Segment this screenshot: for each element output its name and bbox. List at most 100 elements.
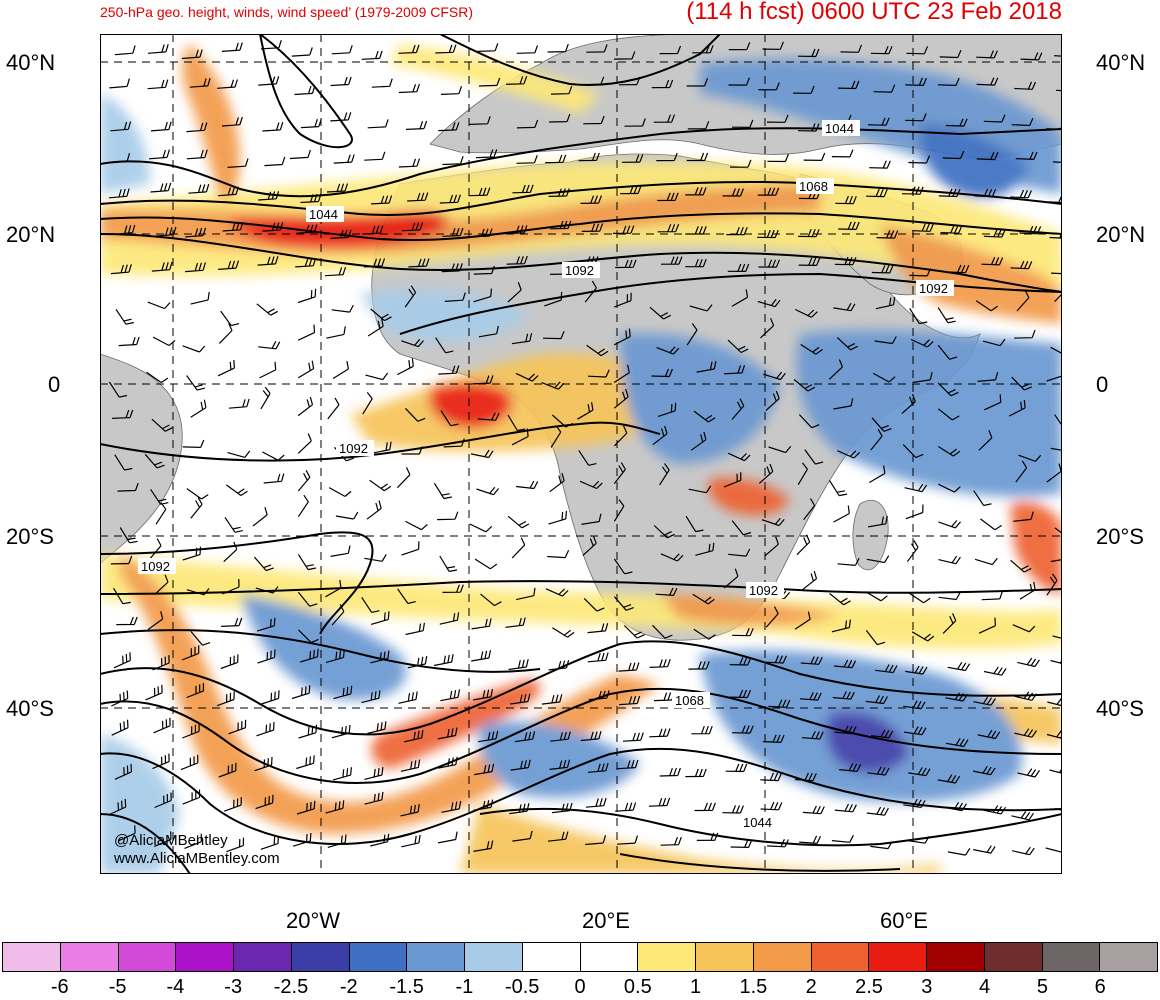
- wind-barb: [114, 763, 132, 780]
- wind-barb: [255, 586, 279, 594]
- wind-barb: [150, 121, 172, 132]
- wind-barb: [228, 719, 247, 735]
- wind-barb: [551, 414, 574, 428]
- wind-barb: [972, 765, 996, 776]
- wind-barb: [613, 596, 634, 611]
- wind-barb: [404, 730, 424, 743]
- wind-barb: [439, 612, 460, 625]
- wind-barb: [909, 268, 931, 277]
- wind-barb: [577, 402, 594, 420]
- wind-barb: [473, 799, 494, 811]
- contour-label-1092-sahara: 1092: [565, 263, 594, 278]
- wind-barb: [505, 617, 526, 628]
- wind-barb: [983, 666, 1007, 676]
- wind-barb: [367, 318, 384, 337]
- wind-barb: [333, 767, 352, 781]
- wind-barb: [335, 511, 359, 520]
- colorbar-labels: -6 -5 -4 -3 -2.5 -2 -1.5 -1 -0.5 0 0.5 1 1.5 2 2.5 3 4 5 6: [0, 976, 1160, 1000]
- wind-barb: [767, 153, 789, 163]
- wind-barb: [188, 184, 210, 194]
- east-indian-max: [1010, 502, 1062, 594]
- wind-barb: [652, 624, 673, 639]
- south-atlantic-negative: [240, 594, 407, 700]
- wind-barb: [938, 188, 961, 198]
- wind-barb: [731, 398, 745, 420]
- wind-barb: [686, 78, 709, 87]
- wind-barb: [904, 483, 928, 493]
- wind-barb: [659, 45, 682, 55]
- wind-barb: [261, 690, 280, 705]
- colorbar-tick-label: -1: [455, 976, 474, 998]
- wind-barb: [765, 606, 779, 628]
- wind-barb: [939, 49, 962, 59]
- wind-barb: [688, 661, 710, 670]
- wind-barb: [294, 85, 316, 96]
- wind-barb: [799, 835, 822, 844]
- wind-barb: [651, 368, 673, 378]
- lat-label-20s-right: 20°S: [1096, 524, 1144, 549]
- wind-barb: [222, 222, 244, 232]
- wind-barb: [1014, 691, 1037, 701]
- wind-barb: [1014, 329, 1036, 339]
- wind-barb: [547, 43, 569, 53]
- wind-barb: [297, 324, 316, 341]
- wind-barb: [473, 265, 495, 275]
- wind-barb: [297, 470, 311, 492]
- wind-barb: [186, 122, 208, 133]
- contour-label-1044-north: 1044: [825, 121, 854, 136]
- wind-barb: [906, 46, 929, 55]
- wind-barb: [829, 593, 851, 606]
- wind-barb: [905, 77, 927, 86]
- wind-barb: [366, 500, 382, 520]
- wind-barb: [548, 188, 570, 197]
- wind-barb: [732, 725, 754, 734]
- wind-barb: [1008, 399, 1026, 417]
- wind-barb: [542, 330, 565, 340]
- contour-label-1092-south: 1092: [749, 583, 778, 598]
- wind-barb: [1020, 52, 1043, 61]
- lon-label-20e: 20°E: [582, 908, 630, 933]
- wind-barb: [803, 152, 826, 161]
- wind-barb: [254, 756, 273, 772]
- wind-barb: [793, 379, 816, 392]
- wind-barb: [190, 631, 211, 646]
- wind-barb: [549, 113, 571, 123]
- wind-barb: [656, 346, 680, 355]
- wind-barb: [330, 229, 352, 239]
- wind-barb: [441, 800, 462, 813]
- wind-barb: [1017, 768, 1040, 778]
- wind-barb: [867, 117, 890, 126]
- wind-barb: [404, 285, 417, 308]
- wind-barb: [433, 653, 454, 667]
- wind-barb: [731, 289, 749, 307]
- wind-barb: [871, 265, 894, 274]
- wind-barb: [938, 520, 961, 529]
- wind-barb: [262, 222, 284, 232]
- wind-barb: [945, 692, 968, 702]
- lat-label-20n-right: 20°N: [1096, 222, 1146, 247]
- wind-barb: [834, 725, 857, 735]
- wind-barb: [442, 156, 464, 166]
- wind-barb: [904, 726, 927, 736]
- wind-barb: [298, 629, 319, 644]
- wind-barb: [1015, 460, 1028, 483]
- wind-barb: [549, 472, 565, 493]
- wind-barb: [369, 479, 392, 492]
- wind-barb: [905, 504, 924, 520]
- wind-barb: [184, 833, 202, 849]
- wind-barb: [656, 152, 678, 162]
- wind-barb: [220, 310, 240, 327]
- wind-barb: [113, 587, 131, 605]
- wind-barb: [153, 717, 171, 734]
- wind-barb: [587, 652, 609, 663]
- wind-barb: [291, 685, 311, 700]
- wind-barb: [983, 114, 1006, 123]
- wind-barb: [146, 371, 169, 384]
- wind-barb: [408, 258, 430, 268]
- colorbar-swatch: [348, 942, 408, 972]
- wind-barb: [145, 684, 163, 701]
- wind-barb: [907, 835, 930, 844]
- wind-barb: [331, 45, 353, 55]
- central-asia-negative-core: [919, 124, 1030, 198]
- wind-barb: [291, 47, 313, 57]
